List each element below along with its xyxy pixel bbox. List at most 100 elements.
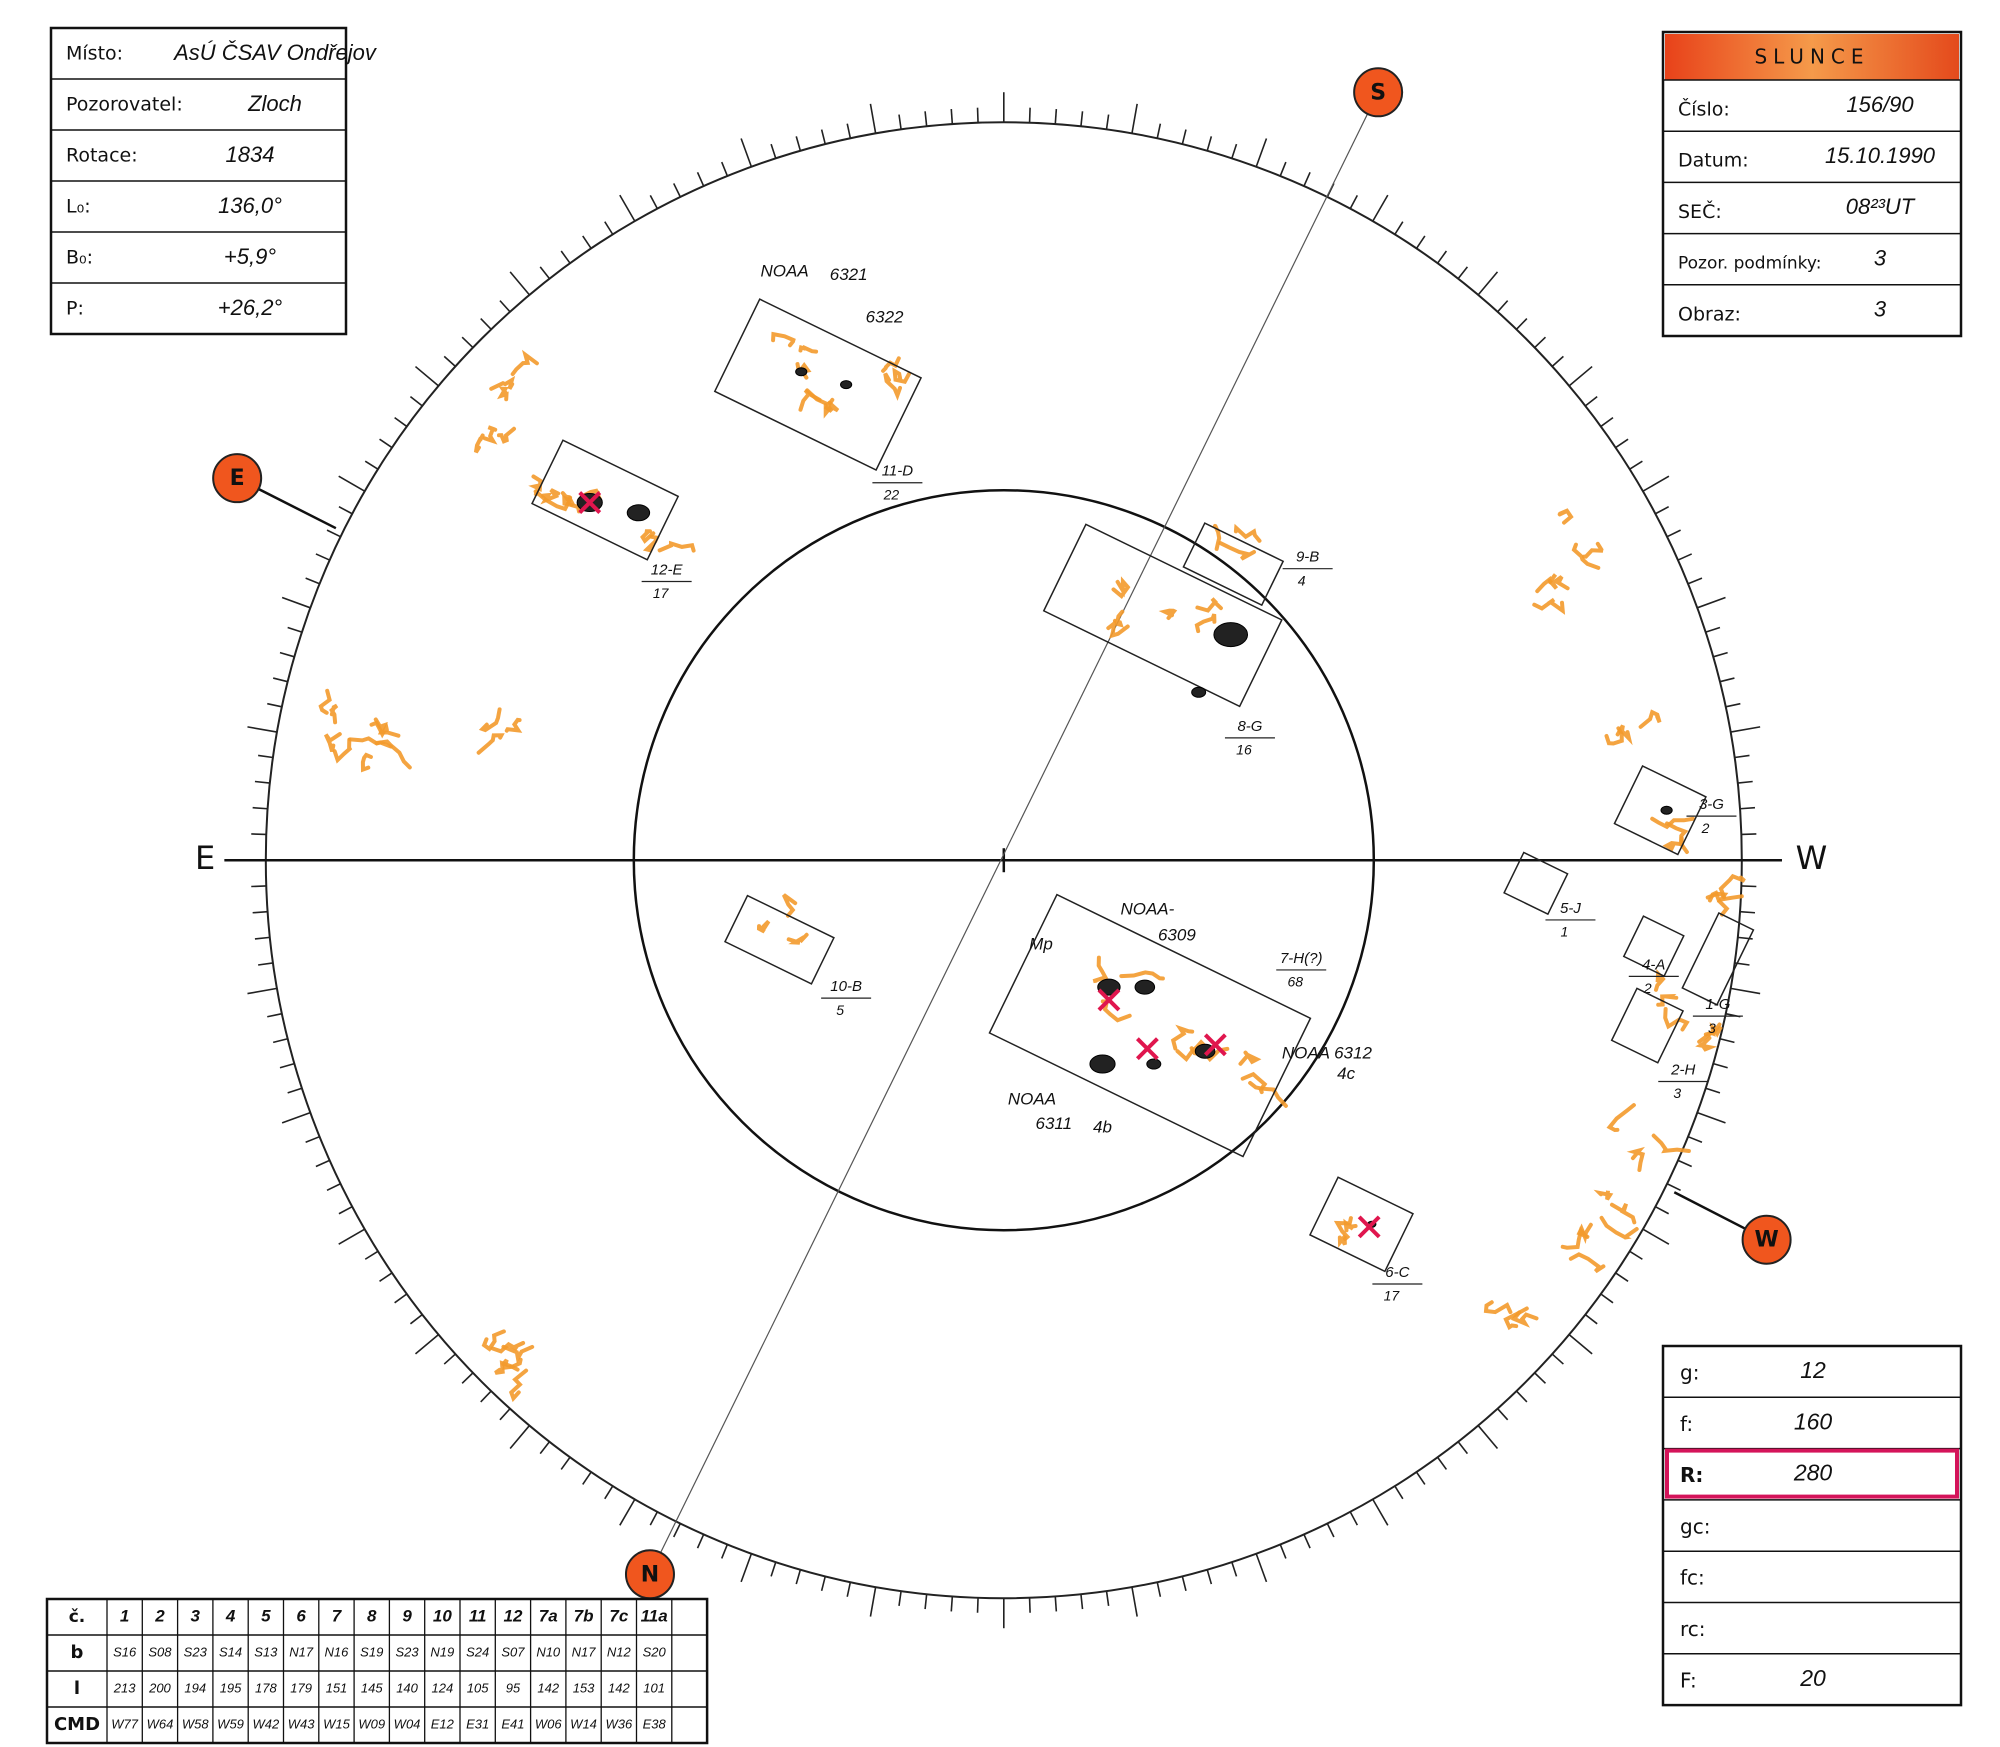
red-cross <box>1097 988 1121 1012</box>
red-cross <box>1203 1033 1227 1057</box>
degree-tick <box>338 1205 353 1215</box>
degree-tick <box>1551 355 1564 367</box>
index-label: fc: <box>1680 1566 1705 1590</box>
sunspot <box>1097 978 1121 996</box>
degree-tick <box>1551 1353 1564 1365</box>
group-label: 6-C <box>1385 1264 1409 1281</box>
group-label: 10-B <box>830 978 862 995</box>
degree-tick <box>279 1062 295 1069</box>
degree-tick <box>379 1272 393 1282</box>
facula <box>1609 1202 1637 1225</box>
facula <box>1695 1036 1718 1052</box>
highlight-frame <box>1665 1448 1959 1499</box>
facula <box>640 529 656 544</box>
facula <box>562 494 581 514</box>
table-frame <box>1661 1344 1963 1707</box>
degree-tick <box>443 355 456 367</box>
degree-tick <box>394 1293 408 1304</box>
coord-cell: 142 <box>608 1680 630 1695</box>
coord-cell: 140 <box>396 1680 418 1695</box>
degree-tick <box>560 250 571 264</box>
facula <box>476 733 505 755</box>
coord-cell: 213 <box>113 1680 136 1695</box>
facula <box>1582 541 1604 559</box>
degree-tick <box>251 833 267 836</box>
facula <box>771 331 796 348</box>
degree-tick <box>1080 1594 1084 1610</box>
group-count: 17 <box>653 585 670 601</box>
noaa-note: NOAA 6312 <box>1282 1043 1373 1062</box>
info-value: +26,2° <box>218 295 283 320</box>
degree-tick <box>582 1471 592 1485</box>
degree-tick <box>1615 1272 1629 1282</box>
sunspot <box>795 367 808 377</box>
degree-tick <box>1615 438 1629 449</box>
degree-tick <box>509 271 531 296</box>
noaa-note: NOAA- <box>1120 900 1174 919</box>
facula <box>786 932 809 945</box>
index-value: 12 <box>1800 1357 1826 1383</box>
degree-tick <box>443 1353 456 1365</box>
facula <box>1599 1215 1639 1240</box>
facula <box>374 739 412 770</box>
degree-tick <box>338 506 353 515</box>
coord-cell: W43 <box>288 1716 316 1731</box>
degree-tick <box>338 475 366 492</box>
group-count: 68 <box>1287 974 1303 990</box>
degree-tick <box>287 1087 303 1094</box>
group-box <box>713 298 923 472</box>
degree-tick <box>1666 1183 1681 1192</box>
index-value: 20 <box>1799 1665 1826 1691</box>
coord-header: 1 <box>120 1606 129 1625</box>
degree-tick <box>1279 1544 1287 1559</box>
coord-header: 6 <box>296 1606 306 1625</box>
degree-tick <box>582 235 592 249</box>
noaa-note: NOAA <box>1008 1089 1056 1108</box>
degree-tick <box>247 987 278 995</box>
facula <box>1333 1216 1353 1241</box>
group-count: 17 <box>1384 1288 1401 1304</box>
facula <box>329 703 339 725</box>
degree-tick <box>1497 300 1509 313</box>
noaa-note: 6322 <box>866 307 904 326</box>
coord-cell: E41 <box>501 1716 524 1731</box>
degree-tick <box>619 1498 636 1526</box>
facula <box>1638 709 1662 729</box>
sun-value: 156/90 <box>1846 92 1914 117</box>
group-box <box>1681 912 1755 1006</box>
facula <box>1626 1146 1646 1172</box>
facula <box>781 893 798 918</box>
group-label: 9-B <box>1296 549 1319 566</box>
degree-tick <box>1457 1441 1469 1455</box>
group-label: 8-G <box>1237 718 1262 735</box>
sunspot <box>840 380 853 390</box>
degree-tick <box>740 138 753 168</box>
degree-tick <box>1730 726 1761 733</box>
sun-label: Číslo: <box>1678 97 1730 121</box>
degree-tick <box>1231 143 1238 159</box>
group-box <box>1308 1176 1414 1273</box>
info-label: Rotace: <box>66 145 138 167</box>
degree-tick <box>1206 1569 1213 1585</box>
coord-header: 10 <box>433 1606 452 1625</box>
coord-cell: N17 <box>572 1644 597 1659</box>
coord-cell: W09 <box>358 1716 385 1731</box>
sun-title: SLUNCE <box>1754 45 1869 69</box>
degree-tick <box>770 143 777 159</box>
degree-tick <box>1629 1250 1643 1260</box>
sun-value: 08²³UT <box>1846 194 1916 219</box>
group-label: 12-E <box>651 561 684 578</box>
facula <box>489 375 516 391</box>
facula <box>1510 1310 1539 1328</box>
facula <box>1650 816 1695 830</box>
group-label: 3-G <box>1699 796 1724 813</box>
pole-label: N <box>641 1562 659 1587</box>
coord-cell: 194 <box>184 1680 206 1695</box>
group-box <box>1610 987 1685 1064</box>
coord-cell: 179 <box>290 1680 312 1695</box>
noaa-note: 6309 <box>1158 925 1196 944</box>
info-value: 136,0° <box>218 193 282 218</box>
coord-cell: N12 <box>607 1644 632 1659</box>
sunspot <box>1146 1058 1162 1070</box>
facula <box>798 344 819 354</box>
